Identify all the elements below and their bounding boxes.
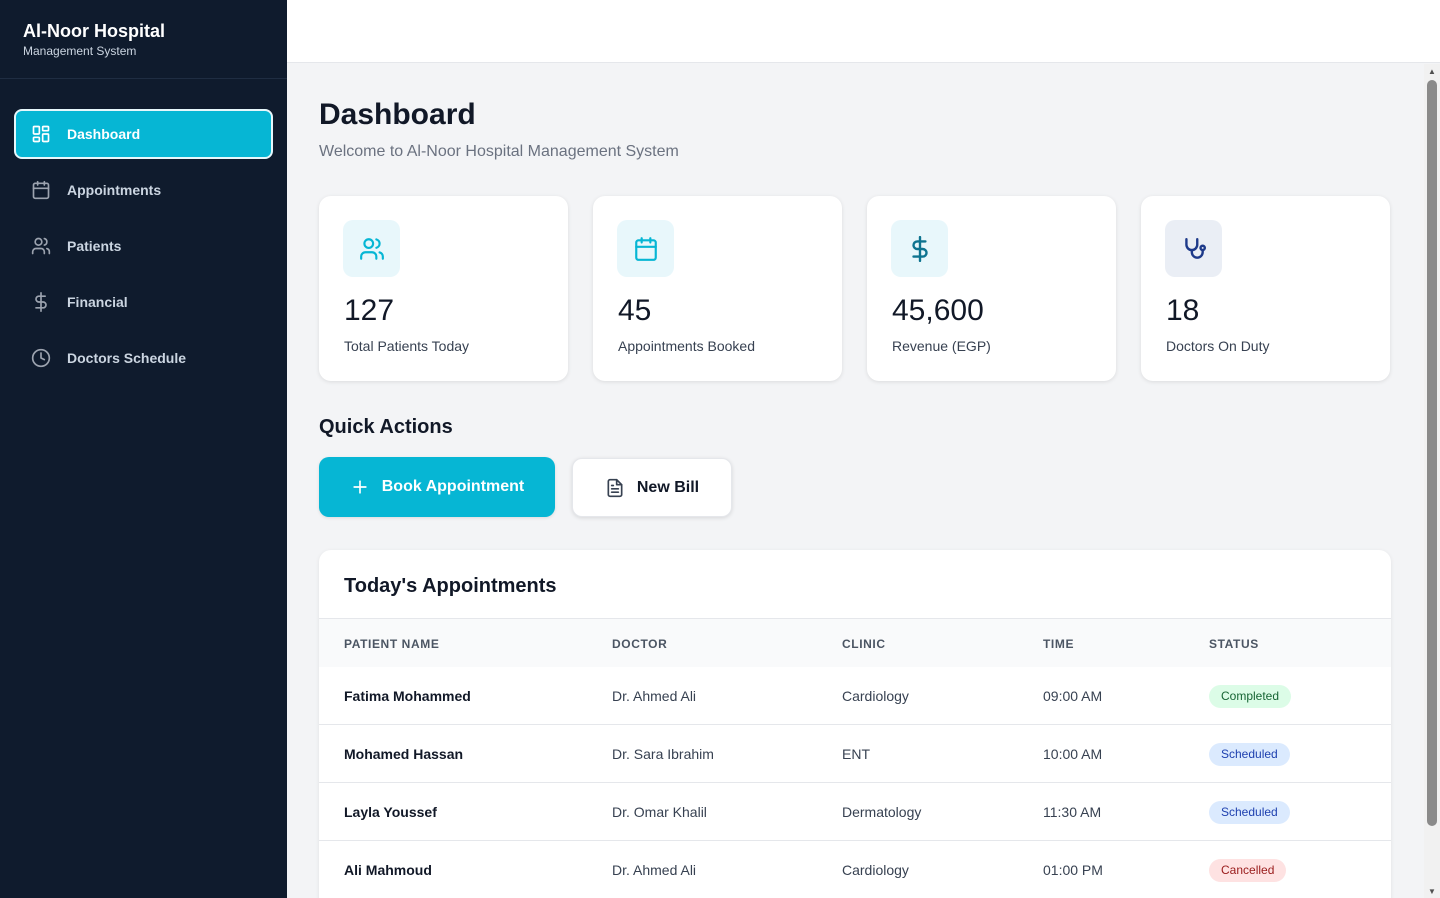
appointment-time: 11:30 AM: [1043, 804, 1102, 820]
stats-row: 127 Total Patients Today 45 Appointments…: [319, 196, 1390, 381]
new-bill-button[interactable]: New Bill: [572, 458, 732, 517]
status-badge: Cancelled: [1209, 859, 1287, 882]
appointment-time: 01:00 PM: [1043, 862, 1103, 878]
stat-value: 45,600: [892, 294, 984, 327]
stat-card-doctors: 18 Doctors On Duty: [1141, 196, 1390, 381]
table-row[interactable]: Layla Youssef Dr. Omar Khalil Dermatolog…: [319, 783, 1391, 841]
appointments-title: Today's Appointments: [344, 575, 557, 597]
column-header-time: TIME: [1043, 637, 1075, 651]
table-row[interactable]: Fatima Mohammed Dr. Ahmed Ali Cardiology…: [319, 667, 1391, 725]
sidebar-item-label: Dashboard: [67, 126, 141, 142]
users-icon: [31, 236, 51, 256]
doctor-name: Dr. Omar Khalil: [612, 804, 707, 820]
stat-card-patients: 127 Total Patients Today: [319, 196, 568, 381]
clinic-name: Cardiology: [842, 688, 909, 704]
table-header: PATIENT NAME DOCTOR CLINIC TIME STATUS: [319, 618, 1391, 667]
sidebar-item-financial[interactable]: Financial: [14, 277, 273, 327]
sidebar-item-dashboard[interactable]: Dashboard: [14, 109, 273, 159]
sidebar-item-doctors-schedule[interactable]: Doctors Schedule: [14, 333, 273, 383]
brand-title: Al-Noor Hospital: [23, 21, 165, 41]
status-badge: Completed: [1209, 685, 1292, 708]
clock-icon: [31, 348, 51, 368]
main-content: Dashboard Welcome to Al-Noor Hospital Ma…: [287, 64, 1424, 898]
stat-card-appointments: 45 Appointments Booked: [593, 196, 842, 381]
stat-label: Revenue (EGP): [892, 338, 991, 354]
stat-value: 127: [344, 294, 395, 327]
stat-label: Appointments Booked: [618, 338, 755, 354]
patient-name: Mohamed Hassan: [344, 746, 464, 762]
page-subtitle: Welcome to Al-Noor Hospital Management S…: [319, 143, 679, 160]
top-bar: [287, 0, 1440, 63]
doctor-name: Dr. Ahmed Ali: [612, 688, 697, 704]
appointment-time: 10:00 AM: [1043, 746, 1103, 762]
sidebar-item-label: Financial: [67, 294, 128, 310]
plus-icon: [353, 480, 367, 494]
stat-label: Total Patients Today: [344, 338, 470, 354]
appointment-time: 09:00 AM: [1043, 688, 1103, 704]
stat-card-revenue: 45,600 Revenue (EGP): [867, 196, 1116, 381]
stat-value: 18: [1166, 294, 1200, 327]
patient-name: Layla Youssef: [344, 804, 437, 820]
table-row[interactable]: Mohamed Hassan Dr. Sara Ibrahim ENT 10:0…: [319, 725, 1391, 783]
table-row[interactable]: Ali Mahmoud Dr. Ahmed Ali Cardiology 01:…: [319, 841, 1391, 898]
brand: Al-Noor Hospital Management System: [0, 0, 287, 79]
document-icon: [607, 478, 623, 497]
dollar-icon: [891, 220, 948, 277]
sidebar-item-label: Doctors Schedule: [67, 350, 187, 366]
book-appointment-button[interactable]: Book Appointment: [319, 457, 555, 517]
status-badge: Scheduled: [1209, 801, 1290, 824]
sidebar-nav: Dashboard Appointments Patients Financia…: [0, 79, 287, 383]
sidebar-item-label: Appointments: [67, 182, 162, 198]
doctor-name: Dr. Sara Ibrahim: [612, 746, 714, 762]
column-header-doctor: DOCTOR: [612, 637, 668, 651]
grid-icon: [31, 124, 51, 144]
sidebar-item-label: Patients: [67, 238, 122, 254]
column-header-clinic: CLINIC: [842, 637, 886, 651]
appointments-card: Today's Appointments PATIENT NAME DOCTOR…: [319, 550, 1391, 898]
clinic-name: Cardiology: [842, 862, 909, 878]
scrollbar-thumb[interactable]: [1427, 80, 1437, 826]
patient-name: Ali Mahmoud: [344, 862, 432, 878]
status-badge: Scheduled: [1209, 743, 1290, 766]
brand-subtitle: Management System: [23, 44, 137, 58]
calendar-icon: [31, 180, 51, 200]
sidebar-item-patients[interactable]: Patients: [14, 221, 273, 271]
new-bill-label: New Bill: [636, 478, 700, 496]
doctor-name: Dr. Ahmed Ali: [612, 862, 697, 878]
quick-actions-title: Quick Actions: [319, 416, 453, 438]
scroll-down-arrow-icon[interactable]: ▼: [1428, 886, 1436, 896]
column-header-patient: PATIENT NAME: [344, 637, 440, 651]
stat-value: 45: [618, 294, 652, 327]
page-title: Dashboard: [319, 98, 476, 131]
stethoscope-icon: [1165, 220, 1222, 277]
sidebar: Al-Noor Hospital Management System Dashb…: [0, 0, 287, 898]
calendar-icon: [617, 220, 674, 277]
clinic-name: Dermatology: [842, 804, 922, 820]
dollar-icon: [31, 292, 51, 312]
sidebar-item-appointments[interactable]: Appointments: [14, 165, 273, 215]
clinic-name: ENT: [842, 746, 870, 762]
patient-name: Fatima Mohammed: [344, 688, 471, 704]
book-appointment-label: Book Appointment: [381, 478, 525, 495]
users-icon: [343, 220, 400, 277]
scroll-up-arrow-icon[interactable]: ▲: [1428, 66, 1436, 76]
stat-label: Doctors On Duty: [1166, 338, 1270, 354]
vertical-scrollbar[interactable]: ▲ ▼: [1424, 64, 1440, 898]
column-header-status: STATUS: [1209, 637, 1259, 651]
